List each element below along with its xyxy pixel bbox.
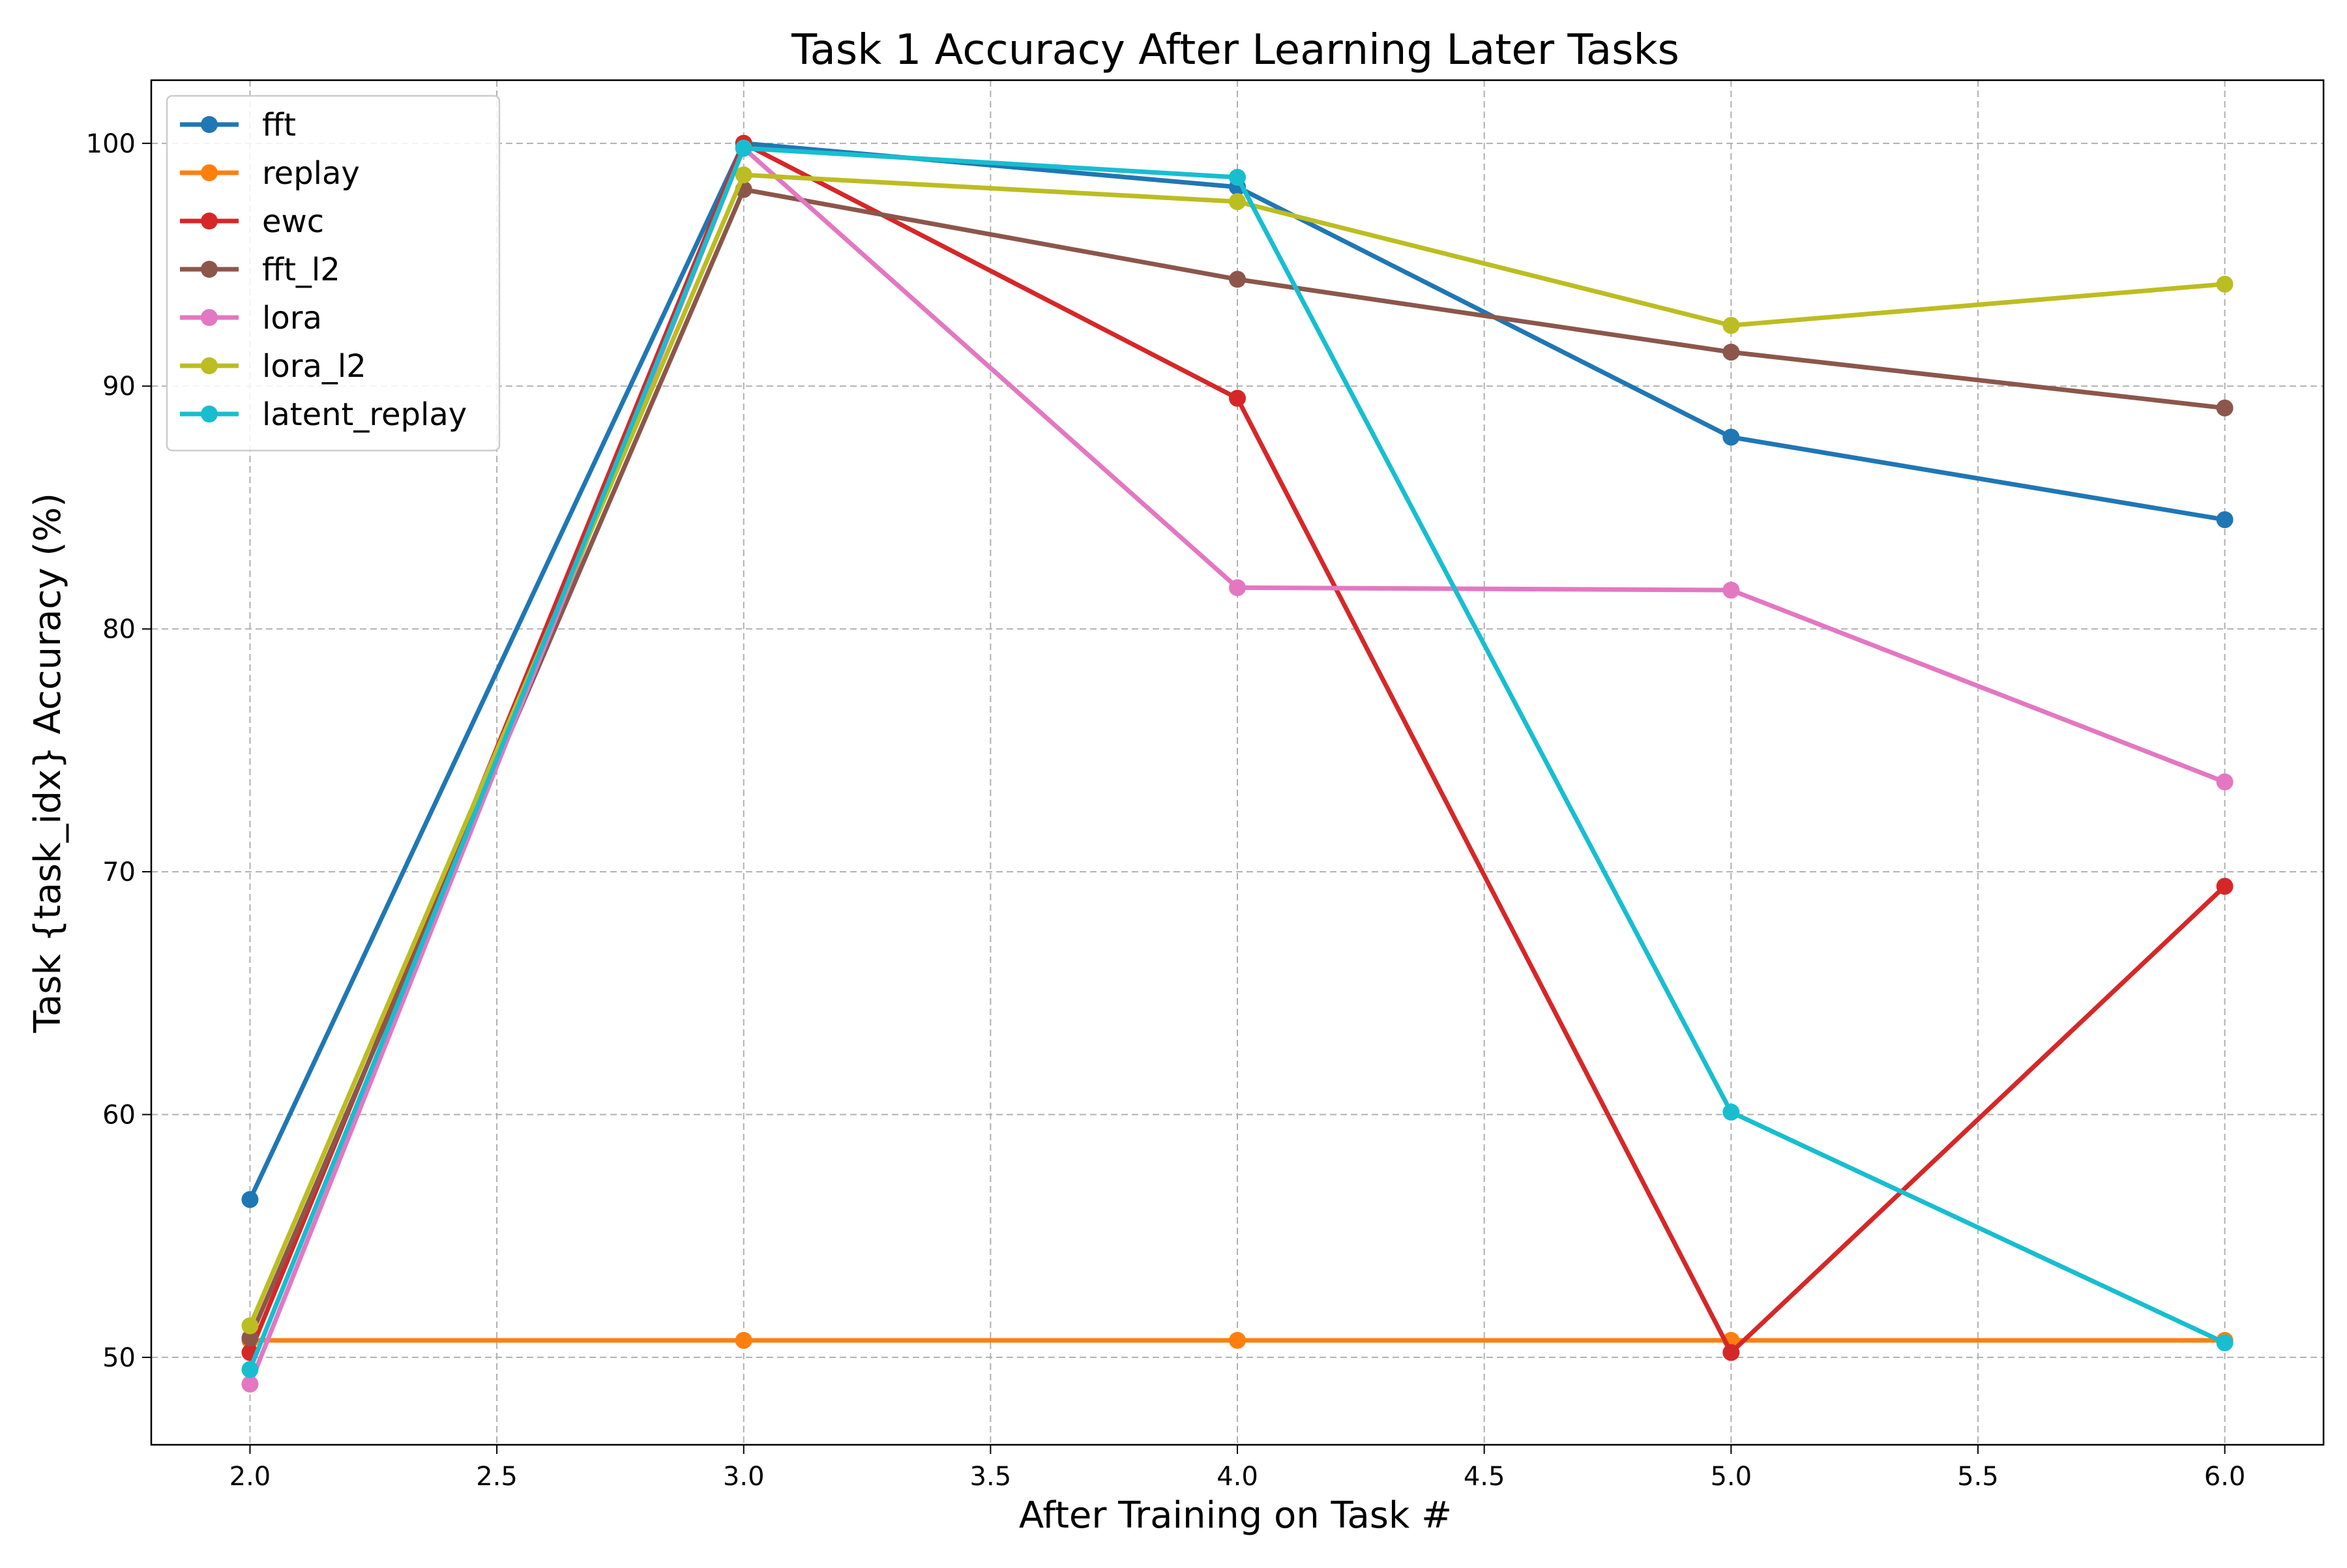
data-point — [1722, 1344, 1740, 1361]
x-tick-label: 3.5 — [970, 1462, 1012, 1492]
data-point — [1722, 344, 1740, 361]
data-point — [1229, 389, 1246, 407]
legend-item: fft — [180, 107, 296, 143]
data-point — [241, 1329, 259, 1347]
legend-swatch-marker — [201, 116, 218, 133]
legend-item: fft_l2 — [180, 252, 340, 288]
x-tick-label: 6.0 — [2204, 1462, 2246, 1492]
x-tick-label: 5.0 — [1710, 1462, 1752, 1492]
x-tick-label: 2.0 — [229, 1462, 271, 1492]
data-point — [735, 140, 752, 157]
data-point — [241, 1317, 259, 1335]
legend-item: latent_replay — [180, 396, 467, 433]
data-point — [1229, 193, 1246, 211]
y-tick-label: 60 — [102, 1101, 136, 1131]
y-tick-label: 50 — [102, 1343, 136, 1373]
data-point — [1722, 1103, 1740, 1121]
series-lora — [241, 140, 2234, 1393]
x-tick-label: 3.0 — [723, 1462, 765, 1492]
legend-item: replay — [180, 155, 360, 192]
data-point — [1722, 428, 1740, 446]
legend-label: ewc — [262, 203, 324, 240]
axis-ticks: 2.0 2.5 3.0 3.5 4.0 4.5 5.0 5.5 6.0 50 60 70 80 90 100 — [86, 129, 2246, 1492]
data-point — [735, 166, 752, 184]
x-tick-label: 2.5 — [476, 1462, 518, 1492]
data-point — [1229, 271, 1246, 288]
data-point — [1722, 317, 1740, 334]
legend-swatch-marker — [201, 164, 218, 181]
data-point — [2216, 511, 2234, 529]
legend-swatch-marker — [201, 357, 218, 374]
legend-item: ewc — [180, 203, 324, 240]
series-lines — [241, 134, 2234, 1393]
legend-item: lora — [180, 300, 322, 336]
data-point — [1722, 582, 1740, 599]
legend-label: latent_replay — [262, 396, 467, 433]
legend-box — [166, 95, 501, 452]
grid — [151, 80, 2324, 1445]
legend-label: lora_l2 — [262, 348, 366, 385]
data-point — [2216, 1334, 2234, 1352]
y-tick-label: 100 — [86, 129, 136, 159]
data-point — [1229, 168, 1246, 186]
data-point — [2216, 773, 2234, 791]
legend-swatch-marker — [201, 213, 218, 229]
series-latent_replay — [241, 140, 2234, 1378]
data-point — [1229, 1331, 1246, 1349]
legend-swatch-marker — [201, 406, 218, 422]
series-replay — [241, 1331, 2234, 1349]
data-point — [2216, 399, 2234, 417]
data-point — [2216, 275, 2234, 293]
x-tick-label: 5.5 — [1957, 1462, 1999, 1492]
legend-item: lora_l2 — [180, 348, 366, 385]
data-point — [241, 1191, 259, 1208]
x-tick-label: 4.5 — [1464, 1462, 1505, 1492]
data-point — [2216, 878, 2234, 895]
legend-label: fft — [262, 107, 296, 143]
legend-label: fft_l2 — [262, 252, 340, 288]
legend-swatch-marker — [201, 309, 218, 326]
chart-title: Task 1 Accuracy After Learning Later Tas… — [791, 26, 1679, 74]
legend-swatch-marker — [201, 261, 218, 278]
y-tick-label: 70 — [102, 857, 136, 887]
x-axis-label: After Training on Task # — [1019, 1494, 1452, 1537]
data-point — [735, 1331, 752, 1349]
y-axis-label: Task {task_idx} Accuracy (%) — [27, 493, 69, 1033]
data-point — [241, 1361, 259, 1378]
legend-label: lora — [262, 300, 322, 336]
data-point — [241, 1375, 259, 1393]
y-tick-label: 80 — [102, 615, 136, 645]
y-tick-label: 90 — [102, 372, 136, 402]
data-point — [1229, 579, 1246, 597]
legend-label: replay — [262, 155, 360, 192]
x-tick-label: 4.0 — [1217, 1462, 1258, 1492]
